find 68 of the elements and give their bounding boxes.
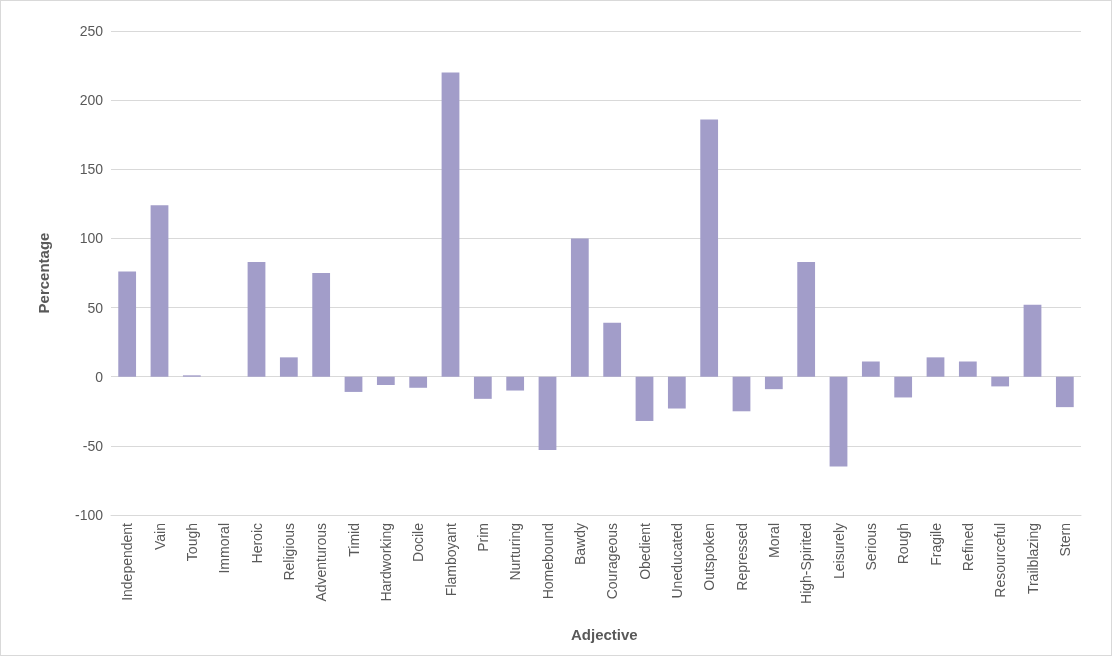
y-axis-title: Percentage bbox=[35, 232, 52, 314]
bar bbox=[797, 261, 816, 377]
x-tick-label: Timid bbox=[345, 523, 362, 557]
bar bbox=[279, 357, 298, 377]
bar bbox=[700, 119, 719, 377]
y-tick-label: 200 bbox=[79, 92, 104, 109]
x-tick-label: Repressed bbox=[733, 523, 750, 591]
bar bbox=[667, 376, 686, 409]
y-tick-label: 0 bbox=[95, 368, 104, 385]
bar bbox=[861, 361, 880, 377]
bar bbox=[991, 376, 1010, 387]
x-tick-label: Moral bbox=[765, 523, 782, 559]
bar bbox=[312, 273, 331, 377]
x-tick-label: Independent bbox=[119, 522, 136, 601]
x-tick-label: Uneducated bbox=[668, 523, 685, 599]
bar bbox=[344, 376, 363, 392]
bar bbox=[958, 361, 977, 377]
x-tick-label: Courageous bbox=[604, 523, 621, 600]
bar bbox=[570, 238, 589, 377]
x-tick-label: Heroic bbox=[248, 523, 265, 564]
bar bbox=[635, 376, 654, 421]
bar bbox=[926, 357, 945, 377]
x-tick-label: Outspoken bbox=[701, 523, 718, 591]
bar bbox=[506, 376, 525, 391]
x-tick-label: Docile bbox=[410, 522, 427, 562]
y-tick-label: -50 bbox=[82, 437, 104, 454]
bar bbox=[409, 376, 428, 388]
x-tick-label: Homebound bbox=[539, 523, 556, 600]
y-tick-label: 150 bbox=[79, 161, 104, 178]
bar bbox=[1023, 304, 1042, 377]
x-tick-label: Tough bbox=[183, 523, 200, 562]
x-tick-label: Leisurely bbox=[830, 523, 847, 580]
x-tick-label: Obedient bbox=[636, 522, 653, 580]
bar bbox=[441, 72, 460, 377]
bar bbox=[473, 376, 492, 399]
bar bbox=[732, 376, 751, 412]
x-tick-label: Nurturing bbox=[507, 523, 524, 581]
x-tick-label: Resourceful bbox=[992, 523, 1009, 598]
x-tick-label: Immoral bbox=[216, 523, 233, 574]
bar bbox=[118, 271, 137, 377]
x-tick-label: High-Spirited bbox=[798, 523, 815, 604]
bar bbox=[1055, 376, 1074, 408]
x-tick-label: Trailblazing bbox=[1024, 523, 1041, 595]
x-tick-label: Religious bbox=[280, 523, 297, 581]
bar bbox=[150, 205, 169, 377]
x-tick-label: Rough bbox=[895, 523, 912, 565]
bar bbox=[764, 376, 783, 390]
bar bbox=[376, 376, 395, 386]
x-tick-label: Prim bbox=[474, 523, 491, 552]
bar bbox=[603, 322, 622, 377]
x-tick-label: Hardworking bbox=[377, 523, 394, 602]
x-tick-label: Adventurous bbox=[313, 523, 330, 602]
x-tick-label: Serious bbox=[862, 523, 879, 571]
x-tick-label: Flamboyant bbox=[442, 522, 459, 597]
x-tick-label: Fragile bbox=[927, 522, 944, 566]
bar bbox=[829, 376, 848, 467]
bar bbox=[247, 261, 266, 377]
x-tick-label: Refined bbox=[959, 523, 976, 572]
x-tick-label: Stern bbox=[1056, 523, 1073, 557]
x-tick-label: Bawdy bbox=[571, 523, 588, 566]
bar bbox=[894, 376, 913, 398]
x-axis-title: Adjective bbox=[571, 626, 638, 643]
x-tick-label: Vain bbox=[151, 523, 168, 550]
y-tick-label: 50 bbox=[87, 299, 104, 316]
y-tick-label: -100 bbox=[74, 507, 104, 523]
bar bbox=[538, 376, 557, 451]
y-tick-label: 250 bbox=[79, 23, 104, 39]
y-tick-label: 100 bbox=[79, 230, 104, 247]
